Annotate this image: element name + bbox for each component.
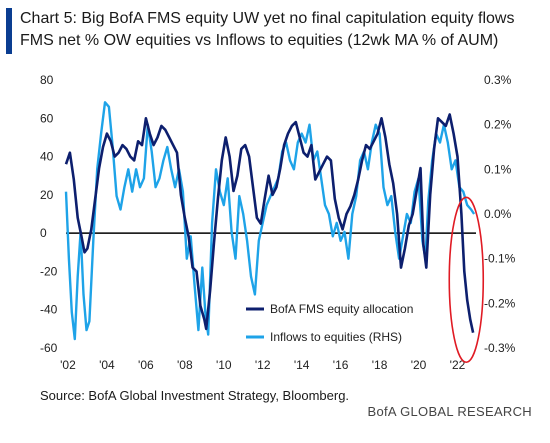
accent-bar: [6, 8, 12, 54]
brand-label: BofA GLOBAL RESEARCH: [367, 404, 532, 419]
highlight-oval: [448, 196, 485, 364]
right-axis: -0.3% -0.2% -0.1% 0.0% 0.1% 0.2% 0.3%: [484, 73, 516, 355]
chart-title: Chart 5: Big BofA FMS equity UW yet no f…: [20, 10, 515, 27]
x-tick-label: '02: [60, 358, 76, 372]
x-tick-label: '06: [138, 358, 154, 372]
legend-label-fms: BofA FMS equity allocation: [270, 302, 413, 316]
x-tick-label: '04: [99, 358, 115, 372]
right-tick-label: -0.1%: [484, 252, 516, 266]
source-note: Source: BofA Global Investment Strategy,…: [40, 388, 350, 403]
series-line-bofa-fms-equity-allocation: [64, 113, 475, 333]
legend: BofA FMS equity allocation Inflows to eq…: [246, 302, 413, 344]
series-line-inflows-to-equities: [64, 101, 476, 341]
right-tick-label: -0.2%: [484, 296, 516, 310]
chart-subtitle: FMS net % OW equities vs Inflows to equi…: [20, 32, 499, 49]
left-tick-label: -60: [40, 341, 58, 355]
left-tick-label: 0: [40, 226, 47, 240]
left-tick-label: 80: [40, 73, 54, 87]
x-tick-label: '14: [294, 358, 310, 372]
x-tick-label: '16: [333, 358, 349, 372]
left-tick-label: 20: [40, 188, 54, 202]
legend-label-flows: Inflows to equities (RHS): [270, 330, 402, 344]
left-tick-label: -20: [40, 264, 58, 278]
x-axis: '02 '04 '06 '08 '10 '12 '14 '16 '18 '20 '22: [60, 358, 466, 372]
x-tick-label: '10: [216, 358, 232, 372]
right-tick-label: 0.0%: [484, 207, 512, 221]
left-tick-label: 40: [40, 150, 54, 164]
right-tick-label: -0.3%: [484, 341, 516, 355]
x-tick-label: '12: [255, 358, 271, 372]
x-tick-label: '18: [372, 358, 388, 372]
right-tick-label: 0.3%: [484, 73, 512, 87]
right-tick-label: 0.1%: [484, 162, 512, 176]
right-tick-label: 0.2%: [484, 118, 512, 132]
left-axis: -60 -40 -20 0 20 40 60 80: [40, 73, 58, 355]
left-tick-label: -40: [40, 303, 58, 317]
x-tick-label: '20: [411, 358, 427, 372]
x-tick-label: '08: [177, 358, 193, 372]
left-tick-label: 60: [40, 111, 54, 125]
x-tick-label: '22: [450, 358, 466, 372]
